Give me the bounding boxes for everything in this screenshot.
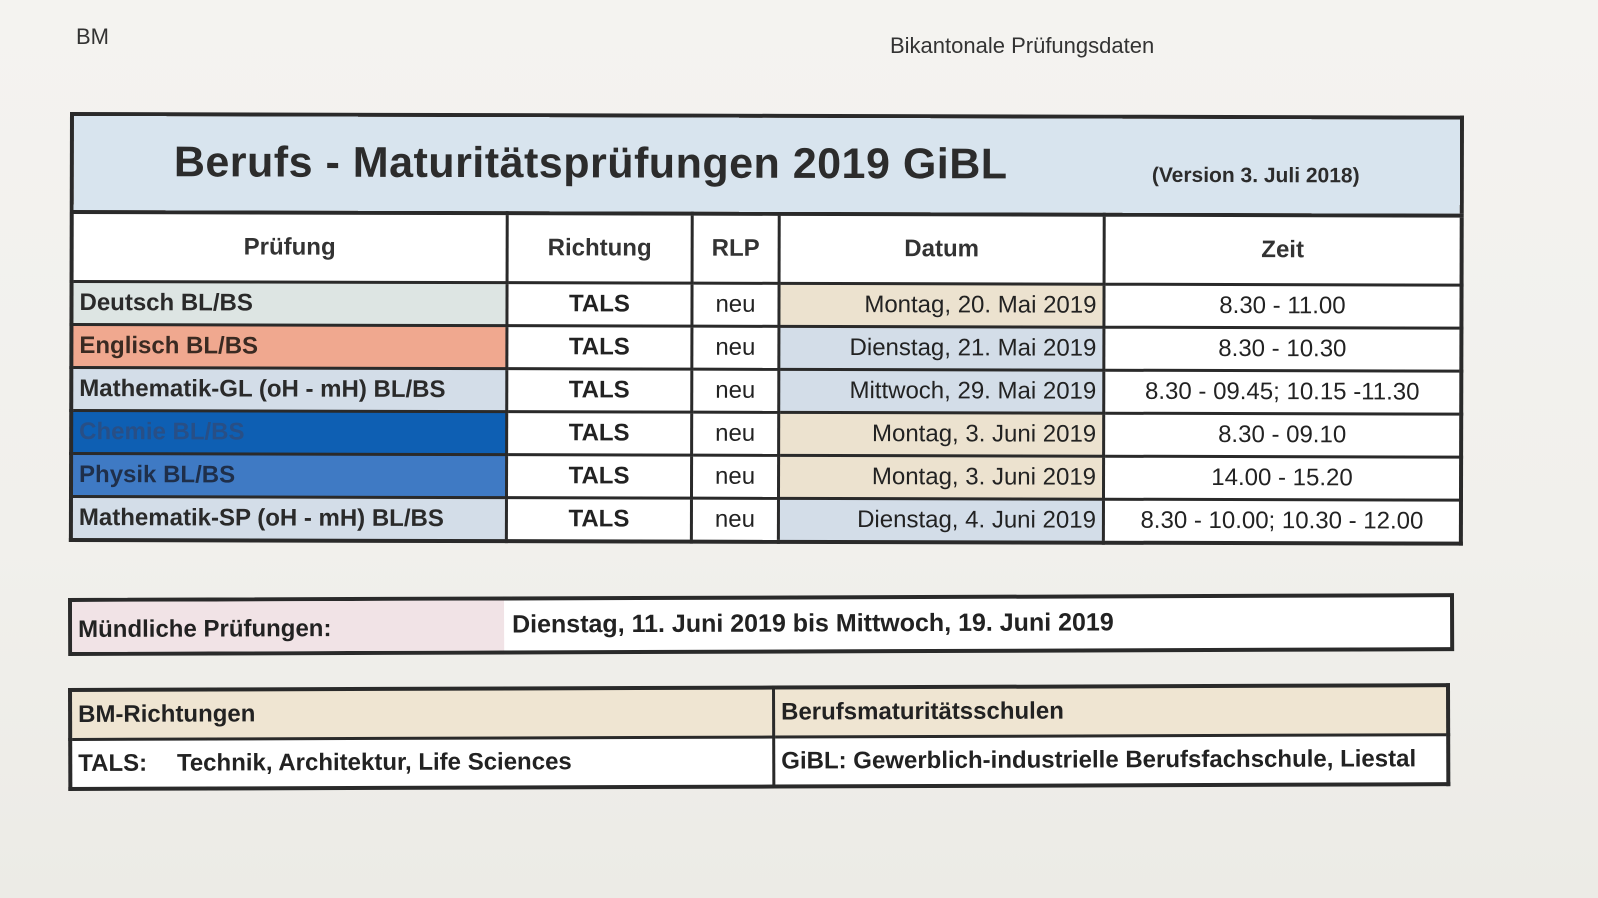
exam-subject-cell: Physik BL/BS (70, 453, 507, 498)
schedule-title: Berufs - Maturitätsprüfungen 2019 GiBL (173, 138, 1008, 189)
rlp-cell: neu (691, 455, 779, 499)
date-cell: Mittwoch, 29. Mai 2019 (778, 369, 1104, 414)
exam-schedule-table: Berufs - Maturitätsprüfungen 2019 GiBL (… (68, 112, 1464, 546)
time-cell: 8.30 - 11.00 (1103, 284, 1462, 329)
table-row: Englisch BL/BS TALS neu Dienstag, 21. Mai 2… (71, 324, 1462, 372)
direction-cell: TALS (506, 411, 692, 456)
date-cell: Dienstag, 21. Mai 2019 (778, 326, 1104, 371)
time-cell: 8.30 - 10.00; 10.30 - 12.00 (1103, 499, 1461, 544)
col-header-datum: Datum (779, 213, 1105, 285)
time-cell: 8.30 - 10.30 (1103, 327, 1462, 372)
table-row: Physik BL/BS TALS neu Montag, 3. Juni 2019 1… (70, 453, 1462, 501)
gibl-value: Gewerblich-industrielle Berufsfachschule… (853, 745, 1417, 775)
column-header-row: Prüfung Richtung RLP Datum Zeit (71, 212, 1462, 286)
table-row: Chemie BL/BS TALS neu Montag, 3. Juni 2019 8… (71, 410, 1462, 458)
schools-header: Berufsmaturitätsschulen (773, 685, 1449, 738)
oral-exams-label: Mündliche Prüfungen: (72, 600, 505, 652)
tals-definition: TALS: Technik, Architektur, Life Science… (70, 737, 774, 789)
date-cell: Dienstag, 4. Juni 2019 (778, 498, 1104, 543)
legend-table: BM-Richtungen Berufsmaturitätsschulen TA… (68, 683, 1451, 791)
table-row: Deutsch BL/BS TALS neu Montag, 20. Mai 2019… (71, 281, 1462, 329)
col-header-rlp: RLP (692, 213, 780, 284)
gibl-definition: GiBL: Gewerblich-industrielle Berufsfach… (773, 734, 1449, 787)
gibl-label: GiBL: (781, 747, 847, 775)
tals-label: TALS: (78, 749, 148, 777)
title-row: Berufs - Maturitätsprüfungen 2019 GiBL (… (71, 114, 1462, 216)
exam-subject-cell: Deutsch BL/BS (71, 281, 508, 326)
rlp-cell: neu (691, 369, 779, 413)
direction-cell: TALS (506, 325, 692, 370)
date-cell: Montag, 20. Mai 2019 (778, 283, 1105, 328)
oral-exams-dates: Dienstag, 11. Juni 2019 bis Mittwoch, 19… (512, 608, 1114, 639)
direction-cell: TALS (506, 368, 692, 413)
exam-subject-cell: Englisch BL/BS (71, 324, 507, 369)
rlp-cell: neu (691, 283, 780, 327)
version-note: (Version 3. Juli 2018) (1151, 163, 1360, 188)
time-cell: 8.30 - 09.10 (1103, 413, 1462, 458)
direction-cell: TALS (506, 282, 693, 327)
rlp-cell: neu (691, 498, 779, 542)
col-header-pruefung: Prüfung (71, 212, 508, 283)
rlp-cell: neu (691, 326, 779, 370)
col-header-zeit: Zeit (1104, 214, 1462, 286)
col-header-richtung: Richtung (507, 213, 693, 284)
header-bm: BM (76, 24, 109, 49)
exam-subject-cell: Mathematik-SP (oH - mH) BL/BS (70, 496, 507, 542)
direction-cell: TALS (506, 454, 692, 499)
oral-exams-box: Mündliche Prüfungen: Dienstag, 11. Juni … (68, 593, 1455, 656)
rlp-cell: neu (691, 412, 779, 456)
exam-subject-cell: Mathematik-GL (oH - mH) BL/BS (71, 367, 507, 412)
bm-richtungen-header: BM-Richtungen (70, 687, 774, 740)
direction-cell: TALS (506, 497, 692, 542)
tals-value: Technik, Architektur, Life Sciences (176, 748, 572, 777)
date-cell: Montag, 3. Juni 2019 (778, 455, 1104, 500)
header-document-title: Bikantonale Prüfungsdaten (890, 33, 1155, 58)
date-cell: Montag, 3. Juni 2019 (778, 412, 1104, 457)
table-row: Mathematik-SP (oH - mH) BL/BS TALS neu Dien… (70, 496, 1461, 544)
time-cell: 8.30 - 09.45; 10.15 -11.30 (1103, 370, 1462, 415)
exam-subject-cell: Chemie BL/BS (71, 410, 507, 455)
time-cell: 14.00 - 15.20 (1103, 456, 1462, 501)
table-row: Mathematik-GL (oH - mH) BL/BS TALS neu Mitt… (71, 367, 1462, 415)
